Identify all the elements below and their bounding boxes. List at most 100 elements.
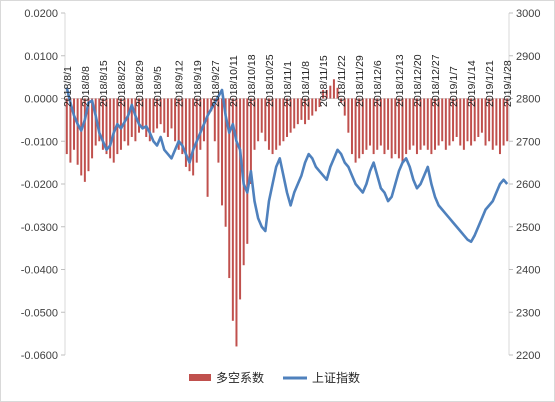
bar bbox=[141, 98, 144, 129]
bar bbox=[340, 98, 343, 103]
bar bbox=[347, 98, 350, 133]
bar bbox=[441, 98, 444, 142]
bar bbox=[166, 98, 169, 137]
bar bbox=[502, 98, 505, 146]
bar bbox=[271, 98, 274, 155]
date-label: 2019/1/28 bbox=[502, 60, 514, 107]
bar bbox=[394, 98, 397, 155]
bar bbox=[437, 98, 440, 146]
bar bbox=[210, 98, 213, 112]
right-tick-label: 3000 bbox=[516, 8, 540, 20]
bar bbox=[376, 98, 379, 150]
bar bbox=[419, 98, 422, 150]
bar bbox=[213, 98, 216, 142]
bar bbox=[235, 98, 238, 347]
left-tick-label: -0.0300 bbox=[21, 222, 58, 234]
date-label: 2018/11/15 bbox=[318, 55, 330, 107]
bar bbox=[282, 98, 285, 142]
bar bbox=[293, 98, 296, 129]
bar bbox=[372, 98, 375, 155]
bar bbox=[401, 98, 404, 163]
bar bbox=[459, 98, 462, 146]
bar bbox=[332, 79, 335, 99]
bar bbox=[286, 98, 288, 137]
bar bbox=[506, 98, 509, 142]
bar bbox=[434, 98, 436, 150]
right-tick-label: 2400 bbox=[516, 265, 540, 277]
date-label: 2018/12/27 bbox=[430, 54, 442, 107]
bar bbox=[249, 98, 252, 184]
date-label: 2018/8/15 bbox=[98, 60, 110, 107]
bar bbox=[358, 98, 361, 159]
bar bbox=[423, 98, 426, 146]
bar bbox=[152, 98, 155, 133]
bar bbox=[91, 98, 94, 159]
date-label: 2018/12/20 bbox=[412, 54, 424, 107]
bar bbox=[336, 87, 339, 99]
bar bbox=[199, 98, 202, 150]
bar bbox=[231, 98, 234, 321]
date-label: 2018/10/25 bbox=[264, 54, 276, 107]
left-tick-label: -0.0400 bbox=[21, 265, 58, 277]
date-label: 2019/1/14 bbox=[466, 60, 478, 107]
bar bbox=[87, 98, 90, 172]
bar bbox=[390, 98, 393, 159]
bar bbox=[365, 98, 368, 150]
bar bbox=[228, 98, 231, 279]
date-label: 2018/8/29 bbox=[134, 60, 146, 107]
bar-series-group bbox=[65, 79, 509, 347]
bar bbox=[130, 98, 133, 137]
bar bbox=[76, 98, 79, 165]
left-tick-label: -0.0200 bbox=[21, 179, 58, 191]
date-label: 2018/9/27 bbox=[210, 60, 222, 107]
right-tick-label: 2600 bbox=[516, 179, 540, 191]
bar bbox=[184, 98, 187, 167]
bar bbox=[466, 98, 469, 142]
bar bbox=[134, 98, 137, 142]
bar bbox=[170, 98, 173, 129]
legend-swatch-bar bbox=[189, 374, 211, 381]
line-series-group bbox=[65, 87, 509, 244]
bar bbox=[105, 98, 108, 155]
bar bbox=[325, 89, 328, 99]
bar bbox=[430, 98, 433, 155]
date-label: 2018/11/1 bbox=[282, 61, 294, 107]
date-label: 2018/8/1 bbox=[62, 66, 74, 107]
bar bbox=[405, 98, 408, 155]
bar bbox=[318, 98, 321, 108]
date-labels-group: 2018/8/1 2018/8/8 2018/8/15 2018/8/22 2018/8… bbox=[62, 54, 514, 107]
bar bbox=[192, 98, 195, 176]
bar bbox=[426, 98, 429, 150]
left-tick-label: 0.0200 bbox=[24, 8, 58, 20]
bar bbox=[455, 98, 458, 137]
bar bbox=[94, 98, 97, 146]
bar bbox=[369, 98, 372, 146]
bar bbox=[307, 98, 310, 120]
date-label: 2018/8/22 bbox=[116, 60, 128, 107]
bar bbox=[444, 98, 447, 150]
date-label: 2018/12/6 bbox=[372, 60, 384, 107]
bar bbox=[343, 98, 346, 116]
right-tick-label: 2300 bbox=[516, 307, 540, 319]
bar bbox=[127, 98, 130, 146]
date-label: 2018/12/13 bbox=[394, 54, 406, 107]
date-label: 2018/11/29 bbox=[354, 55, 366, 107]
bar bbox=[452, 98, 455, 142]
bar bbox=[383, 98, 386, 155]
bar bbox=[69, 98, 72, 163]
date-label: 2018/10/18 bbox=[246, 54, 258, 107]
bar bbox=[361, 98, 364, 155]
legend: 多空系数 上证指数 bbox=[189, 370, 360, 385]
legend-label-line: 上证指数 bbox=[312, 370, 360, 385]
bar bbox=[73, 98, 76, 150]
bar bbox=[181, 98, 184, 155]
bar bbox=[253, 98, 256, 150]
bar bbox=[379, 98, 382, 146]
bar bbox=[397, 98, 400, 159]
bar bbox=[83, 98, 86, 182]
bar bbox=[221, 98, 224, 206]
bar bbox=[448, 98, 451, 146]
bar bbox=[145, 98, 148, 137]
bar bbox=[329, 85, 332, 99]
date-label: 2019/1/7 bbox=[448, 66, 460, 107]
